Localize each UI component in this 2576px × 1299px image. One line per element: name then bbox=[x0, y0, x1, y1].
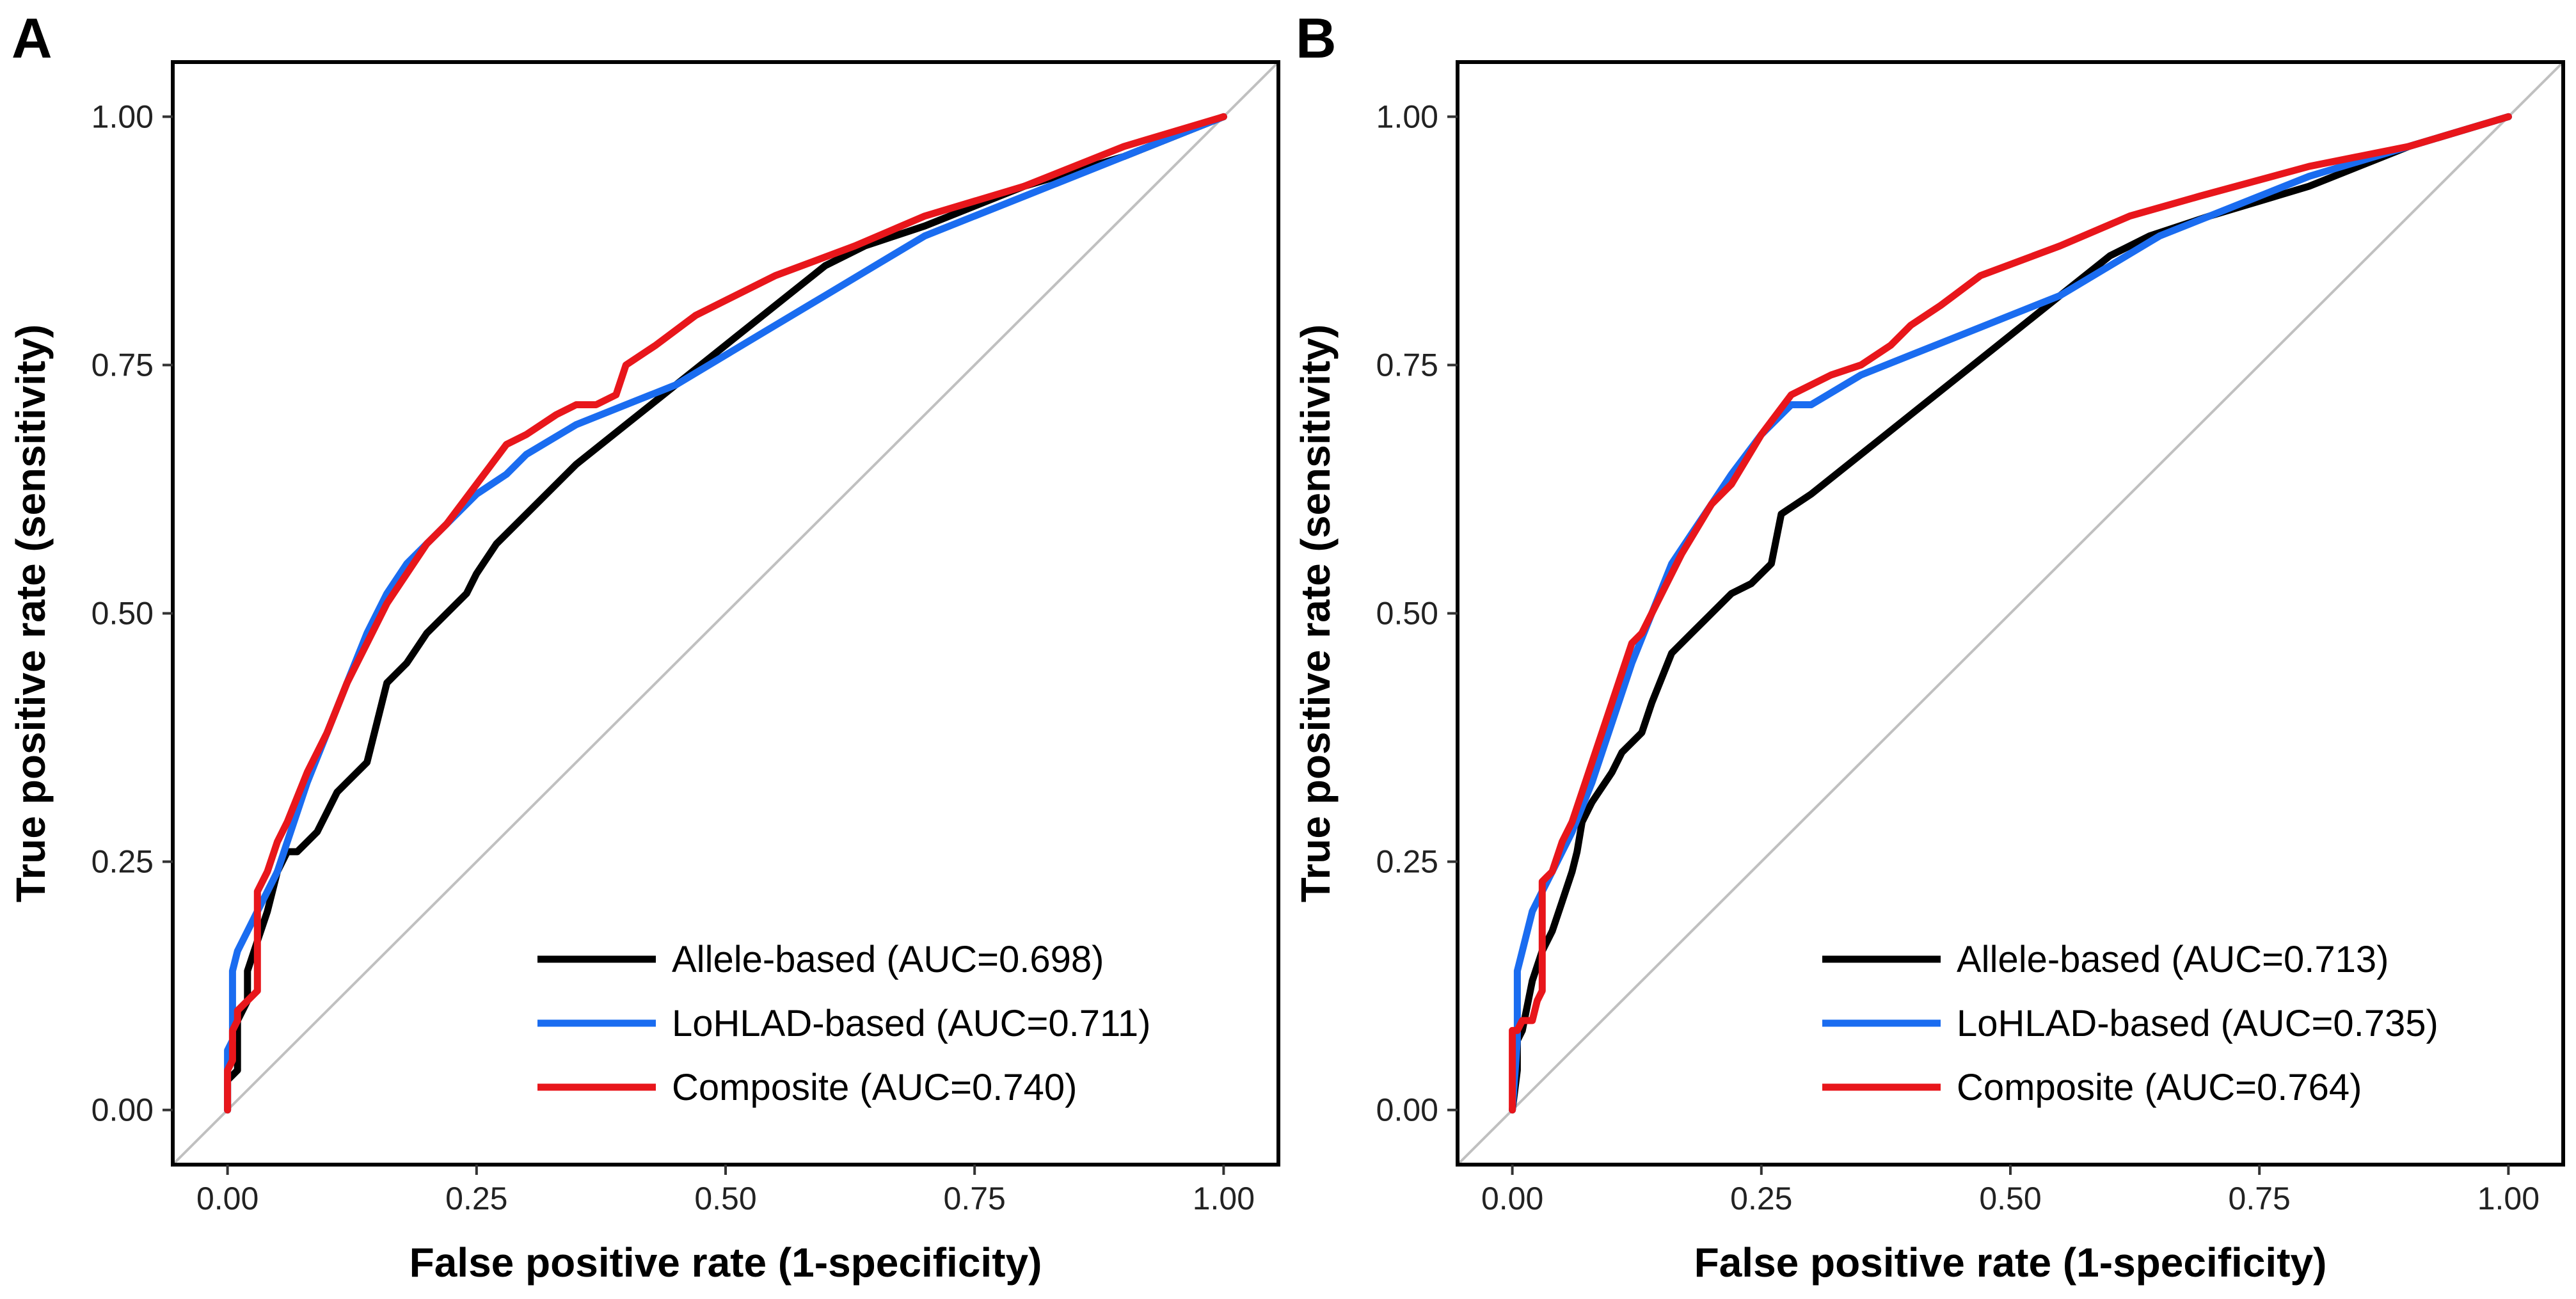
panel-b-x-tick-label: 0.50 bbox=[1979, 1181, 2041, 1216]
panel-b-legend-label-lohlad: LoHLAD-based (AUC=0.735) bbox=[1957, 1003, 2438, 1044]
panel-a-reference-diagonal bbox=[171, 61, 1280, 1166]
panel-a-y-ticks: 0.00 0.25 0.50 0.75 1.00 bbox=[91, 99, 173, 1128]
panel-a-x-axis-title: False positive rate (1-specificity) bbox=[409, 1239, 1042, 1286]
panel-b-y-tick-label: 0.75 bbox=[1376, 347, 1438, 383]
panel-a-y-tick-label: 0.75 bbox=[91, 347, 154, 383]
panel-b-y-tick-label: 0.25 bbox=[1376, 844, 1438, 880]
panel-b-x-tick-label: 0.75 bbox=[2229, 1181, 2291, 1216]
panel-b-y-tick-label: 0.50 bbox=[1376, 596, 1438, 632]
panel-b-x-tick-label: 0.00 bbox=[1481, 1181, 1543, 1216]
panel-a-x-tick-label: 1.00 bbox=[1193, 1181, 1255, 1216]
panel-a-y-tick-label: 0.50 bbox=[91, 596, 154, 632]
panel-b-y-ticks: 0.00 0.25 0.50 0.75 1.00 bbox=[1376, 99, 1458, 1128]
panel-a-x-tick-label: 0.75 bbox=[944, 1181, 1006, 1216]
panel-a-x-ticks: 0.00 0.25 0.50 0.75 1.00 bbox=[196, 1165, 1255, 1216]
panel-b: B 0.00 0.25 0.50 0.75 1.00 0.00 bbox=[1292, 6, 2565, 1286]
panel-a-y-tick-label: 0.00 bbox=[91, 1092, 154, 1128]
panel-b-legend-label-composite: Composite (AUC=0.764) bbox=[1957, 1067, 2362, 1108]
panel-a-legend-label-composite: Composite (AUC=0.740) bbox=[672, 1067, 1077, 1108]
panel-a: A 0.00 0.25 0.50 0.75 1.00 0.00 bbox=[8, 6, 1280, 1286]
panel-a-y-axis-title: True positive rate (sensitivity) bbox=[8, 324, 54, 902]
panel-a-legend: Allele-based (AUC=0.698) LoHLAD-based (A… bbox=[537, 939, 1150, 1108]
panel-a-series-layer bbox=[224, 113, 1227, 1114]
panel-b-series-composite bbox=[1509, 113, 2512, 1114]
panel-b-series-layer bbox=[1509, 113, 2512, 1114]
panel-a-y-tick-label: 1.00 bbox=[91, 99, 154, 134]
panel-b-y-axis-title: True positive rate (sensitivity) bbox=[1292, 324, 1339, 902]
panel-a-legend-label-lohlad: LoHLAD-based (AUC=0.711) bbox=[672, 1003, 1150, 1044]
panel-a-x-tick-label: 0.00 bbox=[196, 1181, 258, 1216]
panel-b-legend: Allele-based (AUC=0.713) LoHLAD-based (A… bbox=[1822, 939, 2438, 1108]
panel-b-reference-diagonal bbox=[1456, 61, 2564, 1166]
panel-b-y-tick-label: 0.00 bbox=[1376, 1092, 1438, 1128]
panel-b-x-tick-label: 0.25 bbox=[1730, 1181, 1792, 1216]
panel-a-y-tick-label: 0.25 bbox=[91, 844, 154, 880]
panel-b-x-ticks: 0.00 0.25 0.50 0.75 1.00 bbox=[1481, 1165, 2540, 1216]
panel-a-legend-label-allele: Allele-based (AUC=0.698) bbox=[672, 939, 1104, 980]
panel-b-x-tick-label: 1.00 bbox=[2477, 1181, 2540, 1216]
panel-a-x-tick-label: 0.50 bbox=[694, 1181, 756, 1216]
panel-b-y-tick-label: 1.00 bbox=[1376, 99, 1438, 134]
panel-a-letter: A bbox=[12, 6, 52, 70]
panel-b-legend-label-allele: Allele-based (AUC=0.713) bbox=[1957, 939, 2389, 980]
panel-b-letter: B bbox=[1296, 6, 1337, 70]
panel-a-series-composite bbox=[224, 113, 1227, 1114]
panel-a-x-tick-label: 0.25 bbox=[445, 1181, 507, 1216]
panel-b-x-axis-title: False positive rate (1-specificity) bbox=[1694, 1239, 2327, 1286]
